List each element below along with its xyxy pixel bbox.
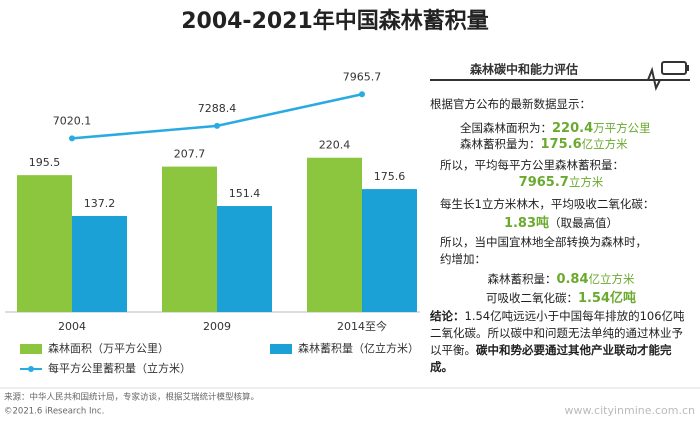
x-tick-label: 2009 (203, 320, 231, 333)
x-tick-label: 2004 (58, 320, 86, 333)
copyright: ©2021.6 iResearch Inc. (4, 407, 104, 417)
panel-text: 所以，当中国宜林地全部转换为森林时， (440, 235, 647, 249)
conclusion: 结论：1.54亿吨远远小于中国每年排放的106亿吨二氧化碳。所以碳中和问题无法单… (430, 308, 692, 376)
panel-header: 森林碳中和能力评估 (470, 62, 578, 77)
legend-label: 每平方公里蓄积量（立方米） (48, 361, 191, 375)
panel-text: 亿立方米 (581, 137, 628, 151)
panel-line: 所以，平均每平方公里森林蓄积量： (440, 157, 624, 173)
watermark: www.cityinmine.com.cn (565, 404, 695, 417)
panel-line: 森林蓄积量为：175.6亿立方米 (460, 136, 628, 152)
panel-text: 全国森林面积为： (460, 121, 552, 135)
x-tick-label: 2014至今 (337, 319, 387, 333)
legend-marker (28, 366, 34, 372)
data-label: 175.6 (374, 170, 406, 183)
data-label: 151.4 (229, 187, 261, 200)
panel-text: 每生长1立方米林木，平均吸收二氧化碳： (440, 197, 655, 211)
legend-swatch (270, 344, 292, 354)
panel-line: 森林蓄积量：0.84亿立方米 (430, 271, 692, 287)
legend-label: 森林蓄积量（亿立方米） (298, 341, 419, 355)
legend-swatch (20, 344, 42, 354)
data-label: 7288.4 (198, 102, 237, 115)
panel-text: 1.83吨 (503, 216, 550, 231)
panel-line: 7965.7立方米 (430, 174, 692, 190)
data-label: 7020.1 (53, 114, 92, 127)
conclusion-text: 1.54亿吨远远小于中国每年排放的106亿吨二氧化碳。所以碳中和问题无法单纯的通… (430, 309, 685, 357)
legend-label: 森林面积（万平方公里） (48, 341, 169, 355)
panel-line: 所以，当中国宜林地全部转换为森林时， (440, 234, 647, 250)
panel-text: 220.4 (552, 121, 594, 136)
panel-line: 可吸收二氧化碳：1.54亿吨 (430, 287, 692, 306)
bar (72, 215, 127, 312)
line-marker (359, 91, 365, 98)
panel-line: 根据官方公布的最新数据显示： (430, 96, 591, 112)
panel-text: （取最高值） (549, 216, 619, 230)
panel-text: 1.54亿吨 (577, 291, 637, 306)
panel-line: 全国森林面积为：220.4万平方公里 (460, 120, 651, 136)
data-label: 220.4 (319, 139, 351, 152)
bar (162, 166, 217, 312)
panel-text: 立方米 (568, 175, 604, 189)
panel-line: 每生长1立方米林木，平均吸收二氧化碳： (440, 196, 654, 212)
panel-line: 1.83吨（取最高值） (430, 212, 692, 231)
bar (17, 175, 72, 312)
panel-text: 可吸收二氧化碳： (485, 291, 578, 305)
panel-line: 约增加： (440, 251, 486, 267)
conclusion-text: 碳中和势必要通过其他产业联动才能完成。 (430, 343, 672, 374)
panel-text: 所以，平均每平方公里森林蓄积量： (440, 158, 624, 172)
panel-text: 约增加： (440, 252, 486, 266)
panel-text: 亿立方米 (588, 272, 635, 286)
data-label: 207.7 (174, 148, 206, 161)
panel-text: 森林蓄积量为： (460, 137, 541, 151)
data-label: 137.2 (84, 197, 116, 210)
line-marker (69, 135, 75, 142)
panel-text: 根据官方公布的最新数据显示： (430, 97, 591, 111)
bar (217, 206, 272, 312)
battery-icon (640, 61, 689, 91)
chart-title: 2004-2021年中国森林蓄积量 (181, 8, 489, 34)
bar (362, 189, 417, 312)
panel-text: 175.6 (540, 137, 582, 152)
panel-text: 万平方公里 (593, 121, 651, 135)
data-label: 7965.7 (343, 70, 382, 83)
data-label: 195.5 (29, 156, 61, 169)
panel-text: 森林蓄积量： (487, 272, 557, 286)
bar (307, 157, 362, 312)
panel-text: 7965.7 (518, 175, 569, 190)
source: 来源：中华人民共和国统计局，专家访谈，根据艾瑞统计模型核算。 (4, 392, 259, 403)
conclusion-text: 结论： (430, 309, 465, 323)
line-marker (214, 122, 220, 129)
panel-text: 0.84 (556, 272, 589, 287)
